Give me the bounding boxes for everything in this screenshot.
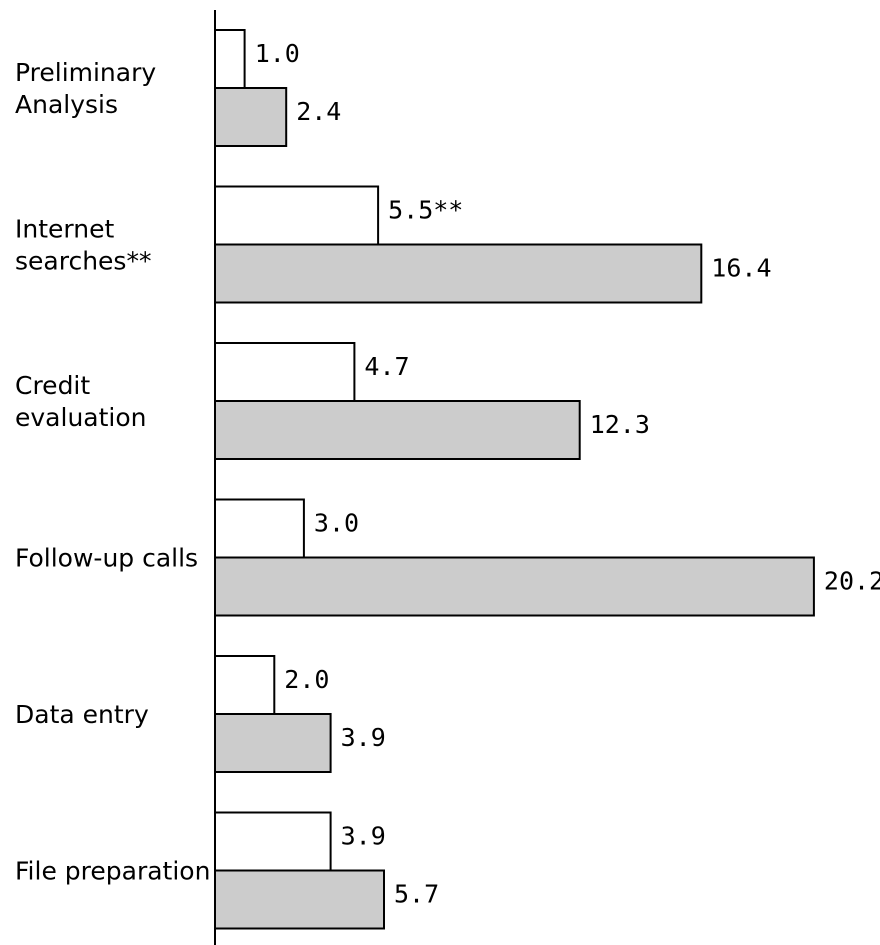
category-label: Preliminary Analysis xyxy=(15,58,156,119)
bar-value-label: 1.0 xyxy=(255,39,300,68)
category-label-line: Credit xyxy=(15,371,90,400)
bar-value-label: 12.3 xyxy=(590,410,650,439)
bar-gray xyxy=(214,87,288,147)
category-label: File preparation xyxy=(15,857,210,886)
category-labels: Preliminary Analysis Internet searches** Cre… xyxy=(15,58,210,886)
category-label-line: Internet xyxy=(15,215,114,244)
bar-value-label: 3.0 xyxy=(314,509,359,538)
bar-white xyxy=(214,811,332,872)
category-label-line: evaluation xyxy=(15,403,147,432)
bars xyxy=(214,29,815,930)
category-label-line: Data entry xyxy=(15,700,149,729)
bar-value-label: 16.4 xyxy=(711,254,771,283)
category-label-line: Analysis xyxy=(15,90,118,119)
bar-value-label: 3.9 xyxy=(341,822,386,851)
category-label: Follow-up calls xyxy=(15,544,198,573)
category-label: Internet searches** xyxy=(15,215,151,276)
category-label: Credit evaluation xyxy=(15,371,147,432)
bar-value-label: 2.4 xyxy=(296,97,341,126)
bar-gray xyxy=(214,556,815,617)
bar-white xyxy=(214,29,246,89)
category-label: Data entry xyxy=(15,700,149,729)
value-labels: 1.0 2.4 5.5** 16.4 4.7 12.3 3.0 20.2 2.0 3.9 3.9 5.… xyxy=(255,39,880,909)
bar-white xyxy=(214,185,380,246)
bar-gray xyxy=(214,713,332,773)
category-label-line: File preparation xyxy=(15,857,210,886)
bar-value-label: 2.0 xyxy=(284,665,329,694)
category-label-line: Follow-up calls xyxy=(15,544,198,573)
category-label-line: searches** xyxy=(15,247,151,276)
bar-gray xyxy=(214,869,385,930)
bar-value-label: 3.9 xyxy=(341,723,386,752)
bar-white xyxy=(214,498,305,559)
bar-value-label: 5.7 xyxy=(394,880,439,909)
bar-white xyxy=(214,655,276,715)
bar-white xyxy=(214,342,356,402)
category-label-line: Preliminary xyxy=(15,58,156,87)
bar-value-label: 5.5** xyxy=(388,196,463,225)
bar-gray xyxy=(214,400,581,460)
bar-value-label: 20.2 xyxy=(824,567,880,596)
bar-value-label: 4.7 xyxy=(364,352,409,381)
bar-gray xyxy=(214,243,703,304)
